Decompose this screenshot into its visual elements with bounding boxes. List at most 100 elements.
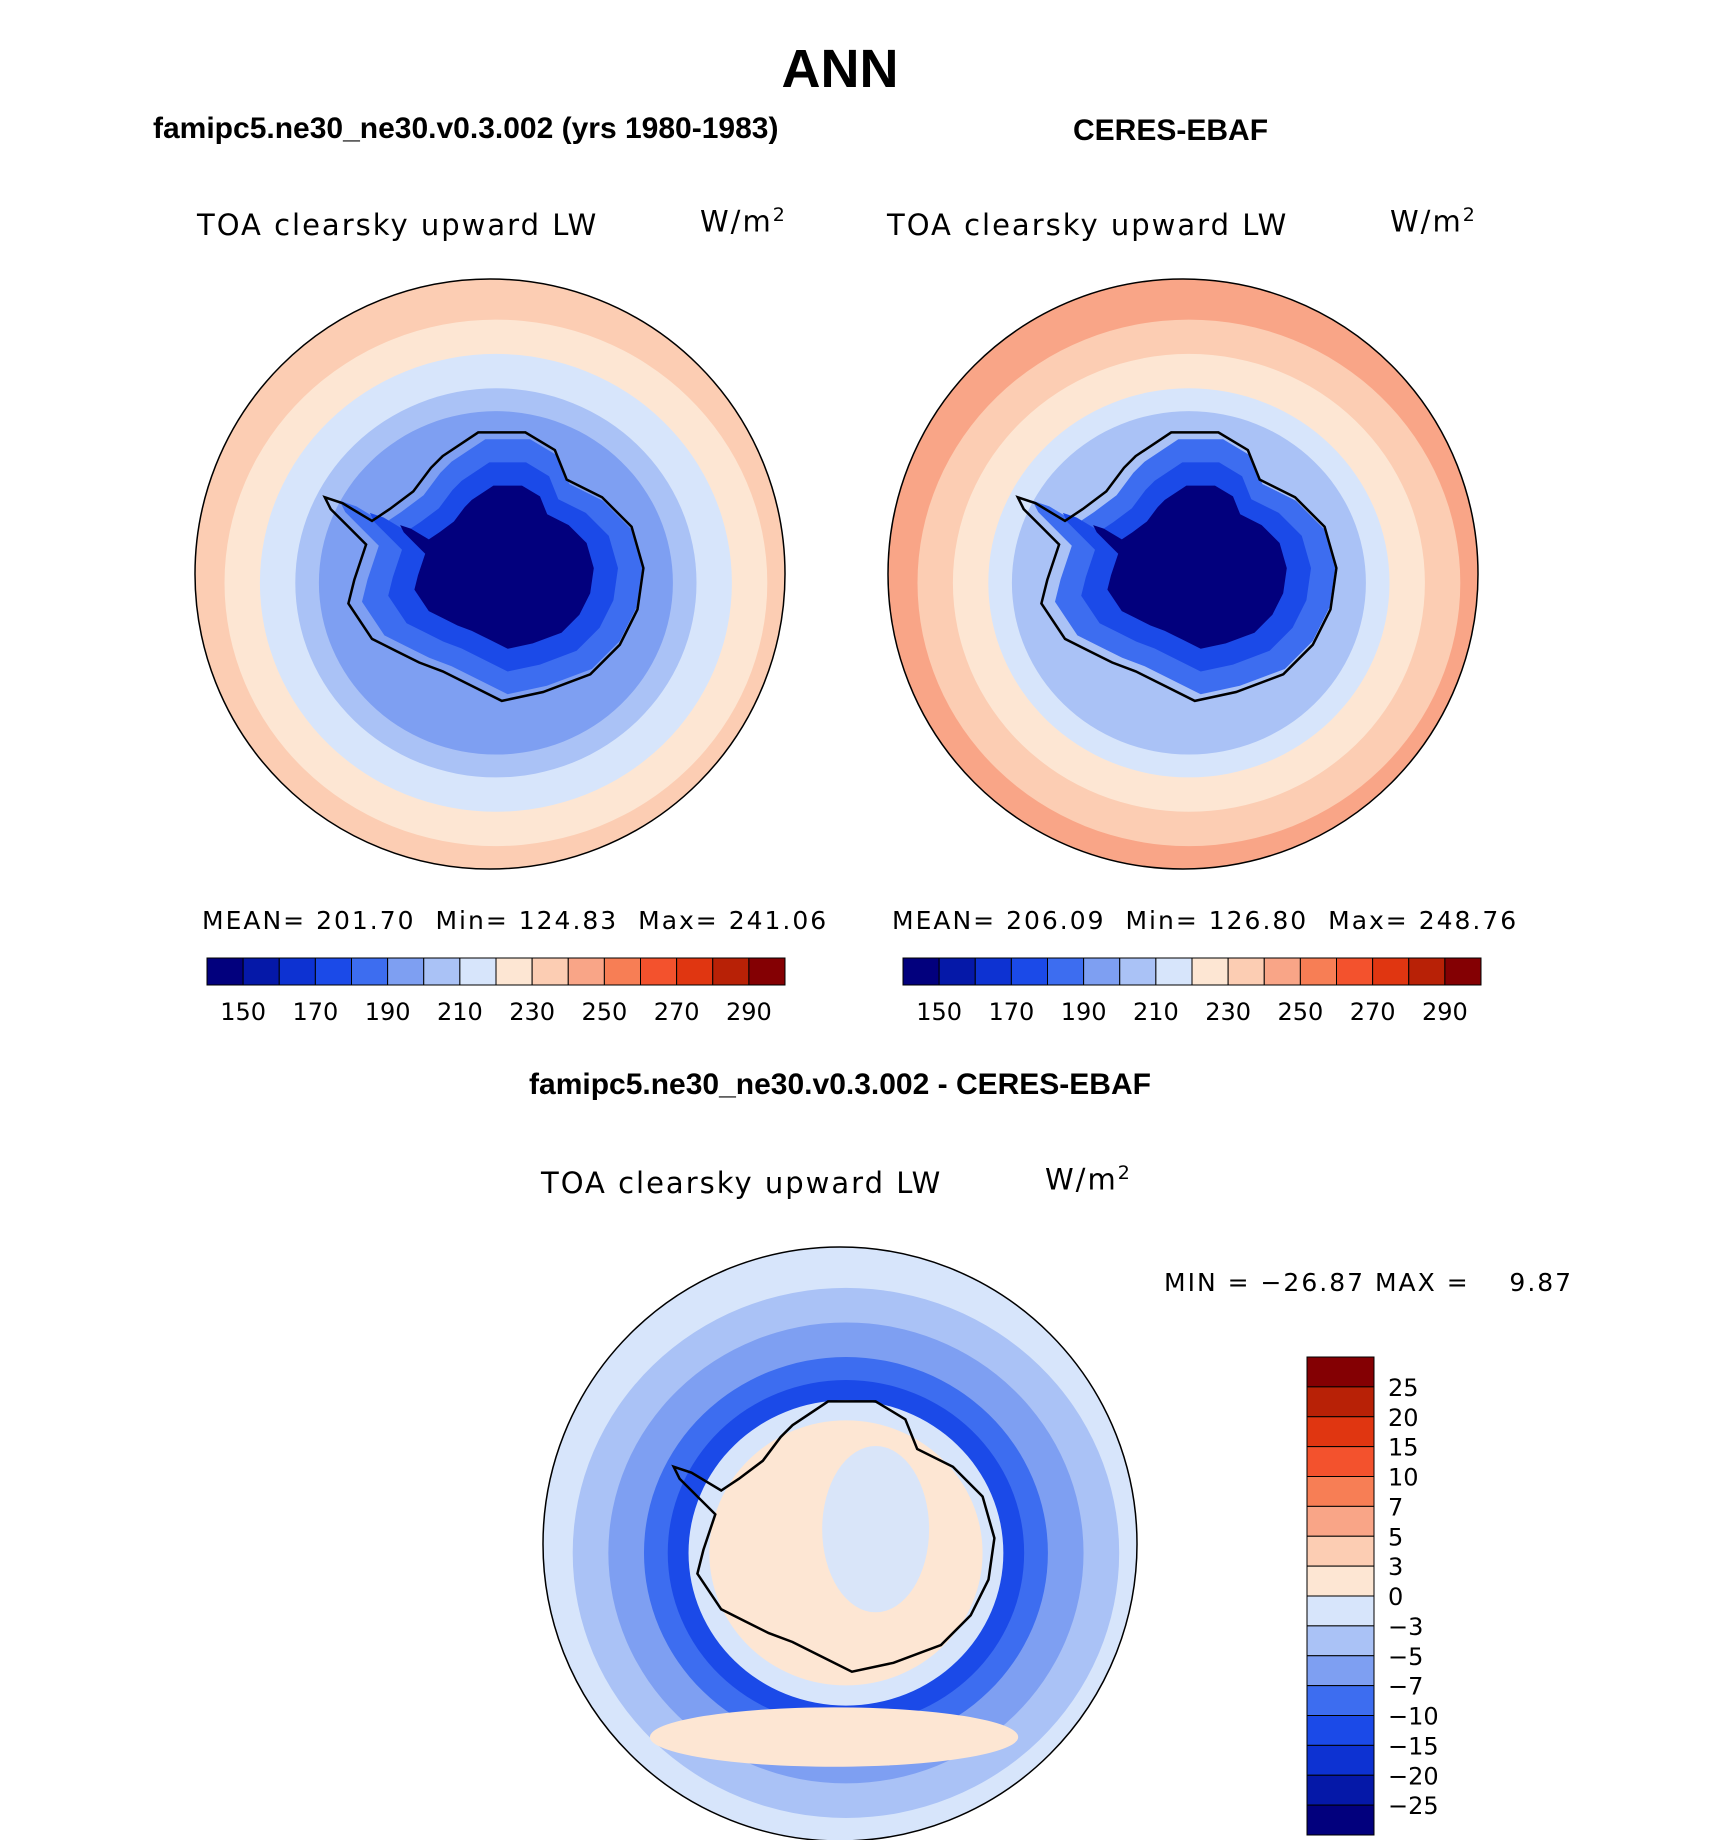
panel1-stats: MEAN= 201.70 Min= 124.83 Max= 241.06 — [202, 906, 828, 935]
panel1-units-exp: 2 — [772, 204, 787, 226]
colorbar-tick-label: 190 — [1061, 998, 1107, 1026]
colorbar-box — [1306, 1655, 1375, 1687]
panel1-max-label: Max= — [638, 906, 719, 935]
colorbar-tick-label: 20 — [1388, 1404, 1419, 1432]
colorbar-tick-label: −5 — [1388, 1643, 1423, 1671]
panel3-stats: MIN = −26.87 MAX = 9.87 — [1164, 1268, 1574, 1297]
panel2-stats: MEAN= 206.09 Min= 126.80 Max= 248.76 — [892, 906, 1518, 935]
colorbar-tick-label: −20 — [1388, 1762, 1439, 1790]
map-border — [194, 278, 786, 870]
panel3-units: W/m2 — [1045, 1162, 1132, 1197]
colorbar-tick-label: 230 — [1205, 998, 1251, 1026]
colorbar-2: 150 170 190 210 230 250 270 290 — [902, 957, 1482, 1026]
panel2-header: CERES-EBAF — [1073, 114, 1269, 147]
colorbar-box — [748, 957, 786, 986]
colorbar-tick-label: 250 — [1277, 998, 1323, 1026]
map-panel-2 — [887, 278, 1479, 870]
colorbar-box — [1306, 1744, 1375, 1776]
panel2-mean-value: 206.09 — [1006, 906, 1106, 935]
colorbar-box — [1306, 1685, 1375, 1716]
continent-coastline — [671, 1400, 996, 1674]
field-band — [822, 1445, 930, 1613]
colorbar-tick-label: 270 — [1350, 998, 1396, 1026]
continent-coastline — [322, 431, 645, 703]
colorbar-tick-label: 190 — [365, 998, 411, 1026]
colorbar-box — [1306, 1416, 1375, 1448]
field-band — [649, 1707, 1019, 1767]
colorbar-box — [676, 957, 714, 986]
field-band — [1093, 485, 1287, 649]
colorbar-tick-label: 5 — [1388, 1523, 1403, 1551]
colorbar-box — [1306, 1535, 1375, 1567]
colorbar-tick-label: 290 — [726, 998, 772, 1026]
panel1-units-text: W/m — [700, 204, 773, 239]
panel3-units-text: W/m — [1045, 1162, 1118, 1197]
colorbar-box — [1155, 957, 1193, 986]
colorbar-box — [1263, 957, 1301, 986]
colorbar-box — [1306, 1774, 1375, 1806]
colorbar-box — [1119, 957, 1157, 986]
panel2-variable: TOA clearsky upward LW — [887, 208, 1289, 242]
colorbar-box — [567, 957, 605, 986]
colorbar-box — [1306, 1715, 1375, 1746]
colorbar-tick-label: −15 — [1388, 1732, 1439, 1760]
colorbar-box — [1227, 957, 1265, 986]
colorbar-box — [712, 957, 750, 986]
panel2-units: W/m2 — [1390, 204, 1477, 239]
colorbar-box — [387, 957, 425, 986]
page-title: ANN — [781, 39, 899, 99]
colorbar-box — [1083, 957, 1121, 986]
colorbar-tick-label: −10 — [1388, 1703, 1439, 1731]
colorbar-box — [1306, 1476, 1375, 1507]
panel1-min-value: 124.83 — [518, 906, 619, 935]
colorbar-box — [278, 957, 316, 986]
colorbar-box — [938, 957, 976, 986]
colorbar-tick-label: 250 — [581, 998, 627, 1026]
map-panel-3 — [542, 1246, 1138, 1840]
map-border — [542, 1246, 1138, 1840]
panel2-units-text: W/m — [1390, 204, 1463, 239]
colorbar-tick-label: 170 — [988, 998, 1034, 1026]
colorbar-box — [902, 957, 940, 986]
panel1-units: W/m2 — [700, 204, 787, 239]
panel2-units-exp: 2 — [1462, 204, 1477, 226]
colorbar-box — [1306, 1356, 1375, 1388]
colorbar-tick-label: 210 — [1133, 998, 1179, 1026]
colorbar-box — [206, 957, 244, 986]
colorbar-box — [1047, 957, 1085, 986]
colorbar-1: 150 170 190 210 230 250 270 290 — [206, 957, 786, 1026]
panel3-header: famipc5.ne30_ne30.v0.3.002 - CERES-EBAF — [529, 1068, 1151, 1101]
colorbar-box — [351, 957, 389, 986]
colorbar-box — [531, 957, 569, 986]
panel1-header: famipc5.ne30_ne30.v0.3.002 (yrs 1980-198… — [153, 112, 779, 145]
map-border — [887, 278, 1479, 870]
panel1-mean-label: MEAN= — [202, 906, 307, 935]
colorbar-box — [1408, 957, 1446, 986]
colorbar-tick-label: 150 — [916, 998, 962, 1026]
colorbar-box — [1372, 957, 1410, 986]
colorbar-box — [1306, 1565, 1375, 1597]
panel1-mean-value: 201.70 — [316, 906, 416, 935]
panel2-min-value: 126.80 — [1208, 906, 1309, 935]
colorbar-box — [1306, 1595, 1375, 1627]
colorbar-box — [640, 957, 678, 986]
colorbar-box — [1306, 1386, 1375, 1418]
colorbar-box — [314, 957, 352, 986]
colorbar-box — [459, 957, 497, 986]
colorbar-tick-label: 10 — [1388, 1464, 1419, 1492]
colorbar-tick-label: 150 — [220, 998, 266, 1026]
colorbar-box — [1191, 957, 1229, 986]
colorbar-tick-label: 210 — [437, 998, 483, 1026]
colorbar-tick-label: 3 — [1388, 1553, 1403, 1581]
colorbar-tick-label: 270 — [654, 998, 700, 1026]
colorbar-box — [1299, 957, 1337, 986]
colorbar-box — [1306, 1505, 1375, 1537]
panel2-max-value: 248.76 — [1418, 906, 1519, 935]
colorbar-tick-label: 230 — [509, 998, 555, 1026]
colorbar-box — [1306, 1625, 1375, 1657]
colorbar-box — [1336, 957, 1374, 986]
colorbar-box — [423, 957, 461, 986]
map-panel-1 — [194, 278, 786, 870]
